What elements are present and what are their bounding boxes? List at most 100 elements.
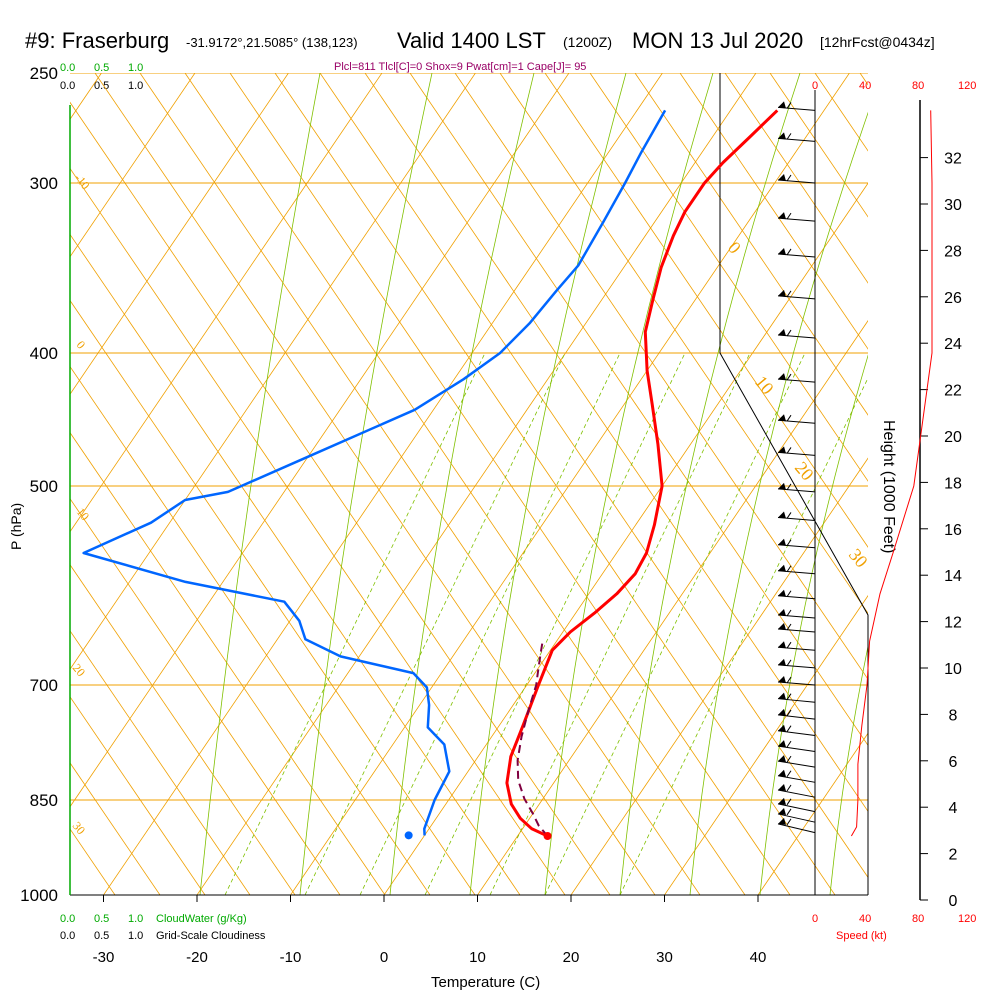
valid-time: Valid 1400 LST bbox=[397, 28, 546, 53]
x-tick-label-0: 0 bbox=[380, 949, 388, 966]
axis-ticks: -30 -20 -10 0 10 20 30 402503004005007008501000… bbox=[20, 64, 962, 966]
wind-barb-flag bbox=[778, 446, 786, 454]
wind-barb-flag bbox=[778, 623, 786, 631]
wind-barb-feather bbox=[786, 609, 792, 617]
dry-adiabat bbox=[70, 762, 161, 895]
mixing-ratio-line bbox=[304, 352, 566, 895]
height-tick-label-22: 22 bbox=[944, 383, 962, 400]
wind-barb-flag bbox=[778, 589, 786, 597]
mixing-ratio-label: 2 bbox=[302, 903, 318, 918]
wind-barb-feather bbox=[786, 725, 792, 732]
dry-adiabat bbox=[544, 73, 868, 548]
dry-adiabat-label: 10 bbox=[751, 372, 778, 399]
wind-barb-staff bbox=[777, 760, 816, 768]
mixing-ratio-line bbox=[359, 352, 621, 895]
wind-barb-flag bbox=[778, 511, 786, 519]
forecast-run: [12hrFcst@0434z] bbox=[820, 34, 935, 50]
zulu-time: (1200Z) bbox=[563, 34, 612, 50]
dry-adiabat bbox=[70, 365, 431, 895]
wind-barb-flag bbox=[778, 132, 786, 140]
wind-barb-flag bbox=[778, 658, 786, 666]
isotherm--60 bbox=[70, 73, 383, 533]
wind-barb-flag bbox=[778, 174, 786, 181]
wind-barb-feather bbox=[786, 102, 792, 109]
height-tick-label-20: 20 bbox=[944, 429, 962, 446]
dry-adiabat bbox=[454, 73, 868, 680]
wind-barb-feather bbox=[786, 248, 792, 256]
y-axis-label: P (hPa) bbox=[8, 503, 24, 550]
isotherm--80 bbox=[70, 73, 196, 258]
height-tick-label-6: 6 bbox=[949, 754, 958, 771]
x-tick-label-30: 30 bbox=[656, 949, 673, 966]
dry-adiabat bbox=[139, 73, 701, 895]
moist-adiabat bbox=[759, 354, 868, 895]
wind-barb-feather bbox=[786, 590, 792, 598]
station-coords: -31.9172°,21.5085° (138,123) bbox=[186, 35, 358, 50]
mixing-ratio-line bbox=[424, 352, 686, 895]
x-tick-label--30: -30 bbox=[93, 949, 115, 966]
dry-adiabat bbox=[409, 73, 868, 746]
moist-adiabat bbox=[469, 73, 627, 895]
isotherm--20 bbox=[196, 73, 757, 895]
height-tick-label-32: 32 bbox=[944, 151, 962, 168]
dry-adiabat bbox=[70, 497, 341, 895]
dry-adiabat bbox=[499, 73, 868, 614]
dry-adiabat bbox=[589, 73, 868, 482]
wind-barb-feather bbox=[786, 414, 792, 422]
wind-barb-flag bbox=[778, 817, 786, 825]
wind-barb-staff bbox=[777, 730, 816, 737]
y-tick-label-400: 400 bbox=[30, 344, 58, 363]
y-tick-label-500: 500 bbox=[30, 477, 58, 496]
isotherm-30 bbox=[664, 595, 868, 895]
dry-adiabat-label: 30 bbox=[70, 819, 88, 837]
dry-adiabat bbox=[70, 233, 521, 895]
dry-adiabat bbox=[94, 73, 656, 895]
wind-barb-flag bbox=[778, 101, 786, 109]
moist-adiabat bbox=[389, 73, 535, 895]
speed-top-tick-0: 0 bbox=[812, 80, 818, 92]
plot-boundary bbox=[719, 73, 869, 895]
dry-adiabat bbox=[184, 73, 746, 895]
parcel-line bbox=[516, 641, 549, 837]
wind-barbs bbox=[777, 101, 816, 834]
gs-bottom-tick-2: 1.0 bbox=[128, 930, 143, 942]
cloudiness-label: Grid-Scale Cloudiness bbox=[156, 930, 266, 942]
dry-adiabat bbox=[70, 696, 206, 895]
dewpoint-line bbox=[82, 109, 667, 836]
wind-barb-flag bbox=[778, 329, 786, 337]
moist-adiabat bbox=[689, 111, 868, 895]
wind-barb-feather bbox=[786, 329, 792, 337]
wind-barb-flag bbox=[778, 724, 786, 732]
wind-barb-staff bbox=[777, 803, 816, 813]
wind-barb-feather bbox=[786, 676, 792, 684]
wind-barb-feather bbox=[786, 512, 792, 519]
wind-barb-feather bbox=[786, 784, 792, 792]
station-title: #9: Fraserburg bbox=[25, 28, 169, 53]
wind-barb-feather bbox=[786, 693, 792, 700]
wind-barb-flag bbox=[778, 414, 786, 422]
dry-adiabat bbox=[70, 167, 566, 895]
wind-barb-feather bbox=[786, 740, 792, 748]
speed-bottom-tick-1: 40 bbox=[859, 913, 871, 925]
wind-barb-flag bbox=[778, 373, 786, 381]
wind-speed-profile bbox=[850, 110, 933, 837]
dry-adiabat bbox=[724, 73, 868, 284]
wind-barb-flag bbox=[778, 482, 786, 490]
wind-barb-flag bbox=[778, 538, 786, 546]
dry-adiabat bbox=[814, 73, 868, 152]
wind-barb-flag bbox=[778, 755, 786, 763]
mixing-ratio-line bbox=[544, 352, 806, 895]
wind-barb-feather bbox=[786, 565, 792, 573]
wind-barb-feather bbox=[786, 290, 792, 298]
speed-axis-label: Speed (kt) bbox=[836, 930, 887, 942]
forecast-date: MON 13 Jul 2020 bbox=[632, 28, 803, 53]
wind-barb-flag bbox=[778, 708, 786, 716]
isotherm--10 bbox=[290, 73, 850, 895]
cloud-top-ticks: 0.0 0.5 1.0 0.0 0.5 1.0 bbox=[60, 62, 143, 92]
plot-frame bbox=[69, 73, 869, 896]
wind-barb-flag bbox=[778, 289, 786, 297]
height-tick-label-8: 8 bbox=[949, 707, 958, 724]
height-tick-label-14: 14 bbox=[944, 568, 962, 585]
y-tick-label-850: 850 bbox=[30, 791, 58, 810]
wind-barb-feather bbox=[786, 709, 792, 717]
